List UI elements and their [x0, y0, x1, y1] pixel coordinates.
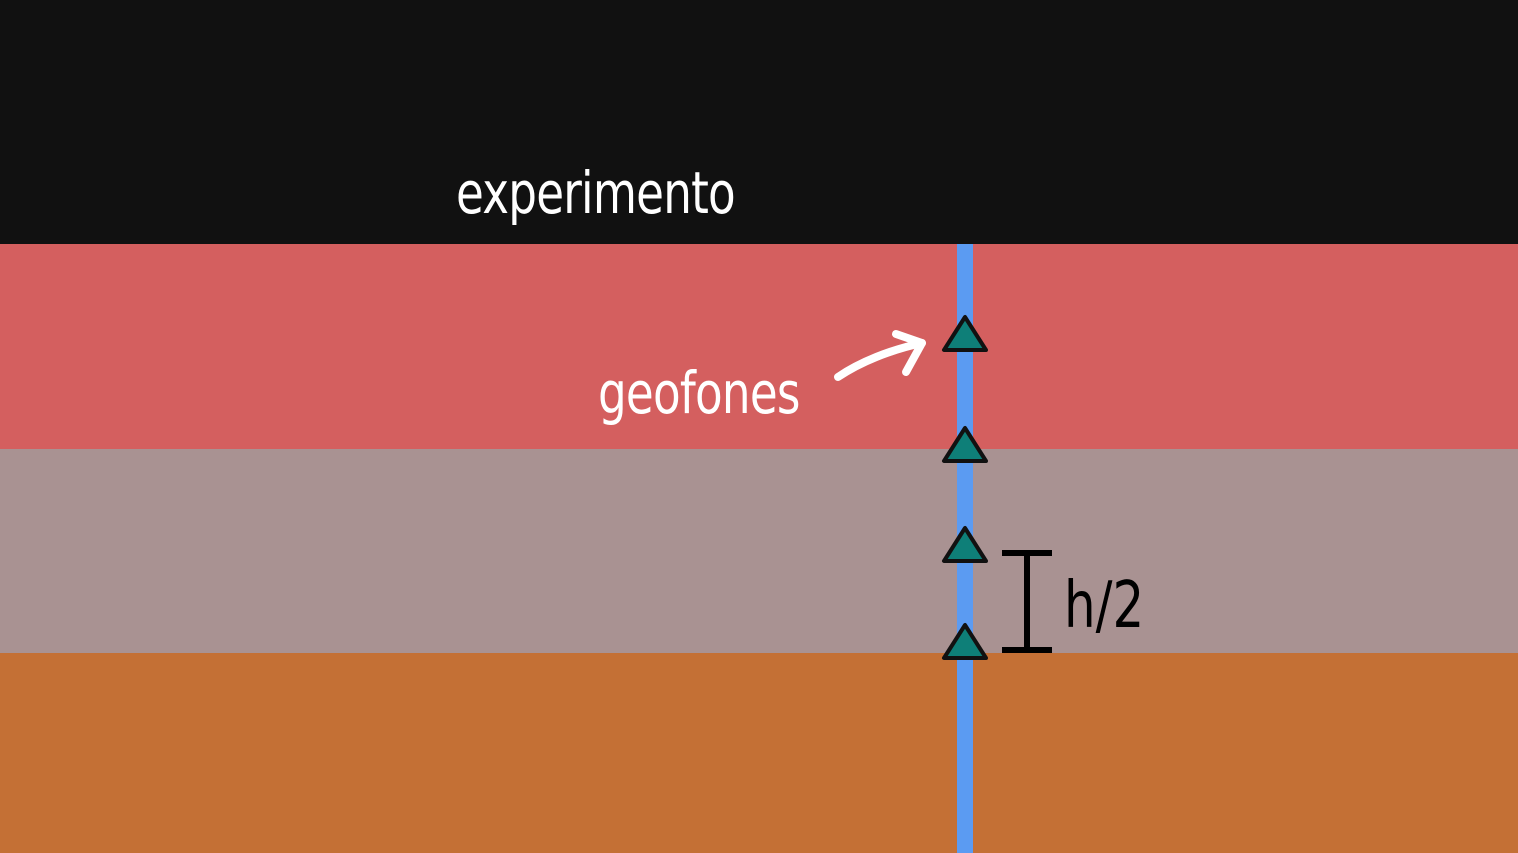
geophone-group	[942, 315, 988, 660]
sky-region	[0, 0, 1518, 244]
triangle-icon	[942, 315, 988, 352]
soil-layer-bottom	[0, 653, 1518, 853]
soil-layer-top	[0, 244, 1518, 449]
triangle-icon	[942, 426, 988, 463]
triangle-icon	[942, 623, 988, 660]
geophone-label: geofones	[598, 359, 800, 427]
triangle-icon	[942, 526, 988, 563]
spacing-label: h/2	[1064, 569, 1145, 643]
diagram-title: experimento	[456, 159, 736, 227]
soil-layer-middle	[0, 449, 1518, 653]
i-beam-dimension-icon	[1002, 550, 1052, 653]
curved-arrow-icon	[834, 330, 926, 381]
